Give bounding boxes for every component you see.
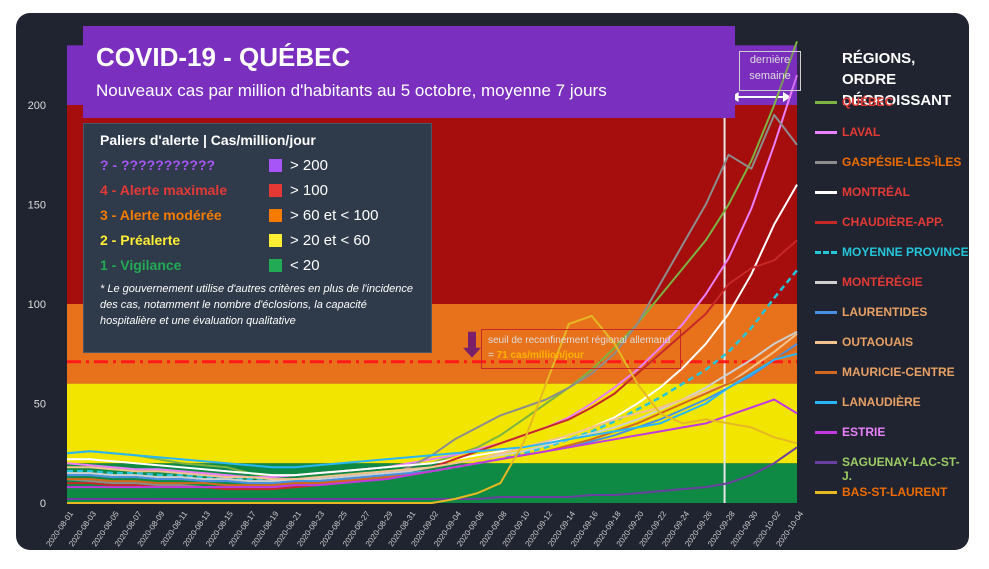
alert-level-row: 3 - Alerte modérée > 60 et < 100 — [94, 204, 421, 229]
threshold-note-text: seuil de reconfinement régional allemand… — [488, 335, 671, 361]
series-line — [66, 352, 798, 469]
alert-level-threshold: > 60 et < 100 — [290, 207, 379, 224]
region-legend-line — [815, 461, 837, 464]
alert-level-threshold: > 20 et < 60 — [290, 232, 371, 249]
region-legend-label: LAURENTIDES — [842, 305, 928, 319]
region-legend-line — [815, 161, 837, 164]
series-line — [67, 446, 798, 500]
alert-level-threshold: < 20 — [290, 257, 320, 274]
alert-level-swatch — [269, 234, 282, 247]
region-legend-label: SAGUENAY-LAC-ST-J. — [842, 455, 960, 483]
alert-level-label: 4 - Alerte maximale — [100, 182, 228, 198]
threshold-arrow-icon — [463, 331, 481, 358]
alert-band — [67, 383, 797, 464]
series-line — [67, 398, 798, 489]
series-line — [67, 184, 798, 477]
chart-title: COVID-19 - QUÉBEC — [96, 42, 351, 72]
y-tick-label: 200 — [28, 100, 46, 112]
alert-level-swatch — [269, 184, 282, 197]
alert-level-label: 1 - Vigilance — [100, 257, 182, 273]
region-legend-label: MONTÉRÉGIE — [842, 275, 923, 289]
y-tick-label: 50 — [34, 399, 46, 411]
alert-level-row: ? - ??????????? > 200 — [94, 154, 421, 179]
region-legend-line — [815, 401, 837, 404]
last-week-label: dernière semaine — [739, 51, 801, 91]
last-week-arrow-right — [783, 92, 791, 102]
alert-level-label: 3 - Alerte modérée — [100, 207, 222, 223]
region-legend-label: MONTRÉAL — [842, 185, 910, 199]
region-legend-line — [815, 281, 837, 284]
region-legend-line — [815, 251, 837, 254]
alert-level-label: ? - ??????????? — [100, 157, 216, 173]
region-legend-label: GASPÉSIE-LES-ÎLES — [842, 155, 962, 169]
alert-level-label: 2 - Préalerte — [100, 232, 181, 248]
region-legend-label: LAVAL — [842, 125, 881, 139]
y-tick-label: 0 — [40, 498, 46, 510]
alert-level-swatch — [269, 259, 282, 272]
region-legend-line — [815, 371, 837, 374]
alert-level-threshold: > 200 — [290, 157, 328, 174]
region-legend-label: QUÉBEC — [842, 95, 894, 109]
alert-level-swatch — [269, 209, 282, 222]
region-legend-line — [815, 431, 837, 434]
alert-legend-title: Paliers d'alerte | Cas/million/jour — [100, 132, 316, 148]
regions-title: RÉGIONS, ORDRE DÉCROISSANT — [842, 50, 952, 109]
y-tick-label: 150 — [28, 200, 46, 212]
y-tick-label: 100 — [28, 299, 46, 311]
region-legend-line — [815, 131, 837, 134]
region-legend-label: MAURICIE-CENTRE — [842, 365, 955, 379]
region-legend-label: ESTRIE — [842, 425, 886, 439]
alert-level-row: 4 - Alerte maximale > 100 — [94, 179, 421, 204]
series-line — [67, 333, 798, 481]
threshold-note-value: 71 cas/million/jour — [496, 350, 584, 361]
alert-level-swatch — [269, 159, 282, 172]
region-legend-line — [815, 101, 837, 104]
threshold-note: seuil de reconfinement régional allemand… — [481, 329, 681, 369]
chart-card: 0 50 100 150 200 2020-08-01 2020-08-03 2020-08-… — [16, 13, 969, 550]
series-line — [66, 74, 798, 479]
alert-legend-note: * Le gouvernement utilise d'autres critè… — [100, 283, 413, 327]
chart-subtitle: Nouveaux cas par million d'habitants au … — [96, 81, 607, 100]
region-legend-line — [815, 191, 837, 194]
region-legend-line — [815, 311, 837, 314]
region-legend-label: CHAUDIÈRE-APP. — [842, 215, 944, 229]
alert-level-row: 1 - Vigilance < 20 — [94, 254, 421, 279]
region-legend-label: OUTAOUAIS — [842, 335, 914, 349]
region-legend-label: MOYENNE PROVINCE — [842, 245, 969, 259]
region-legend-line — [815, 221, 837, 224]
alert-level-row: 2 - Préalerte > 20 et < 60 — [94, 229, 421, 254]
region-legend-label: LANAUDIÈRE — [842, 395, 921, 409]
region-legend-line — [815, 491, 837, 494]
alert-legend: Paliers d'alerte | Cas/million/jour ? - … — [83, 123, 432, 353]
region-legend-label: BAS-ST-LAURENT — [842, 485, 948, 499]
region-legend-line — [815, 341, 837, 344]
alert-level-threshold: > 100 — [290, 182, 328, 199]
series-line — [67, 314, 798, 504]
chart-header: COVID-19 - QUÉBEC Nouveaux cas par milli… — [83, 26, 735, 118]
